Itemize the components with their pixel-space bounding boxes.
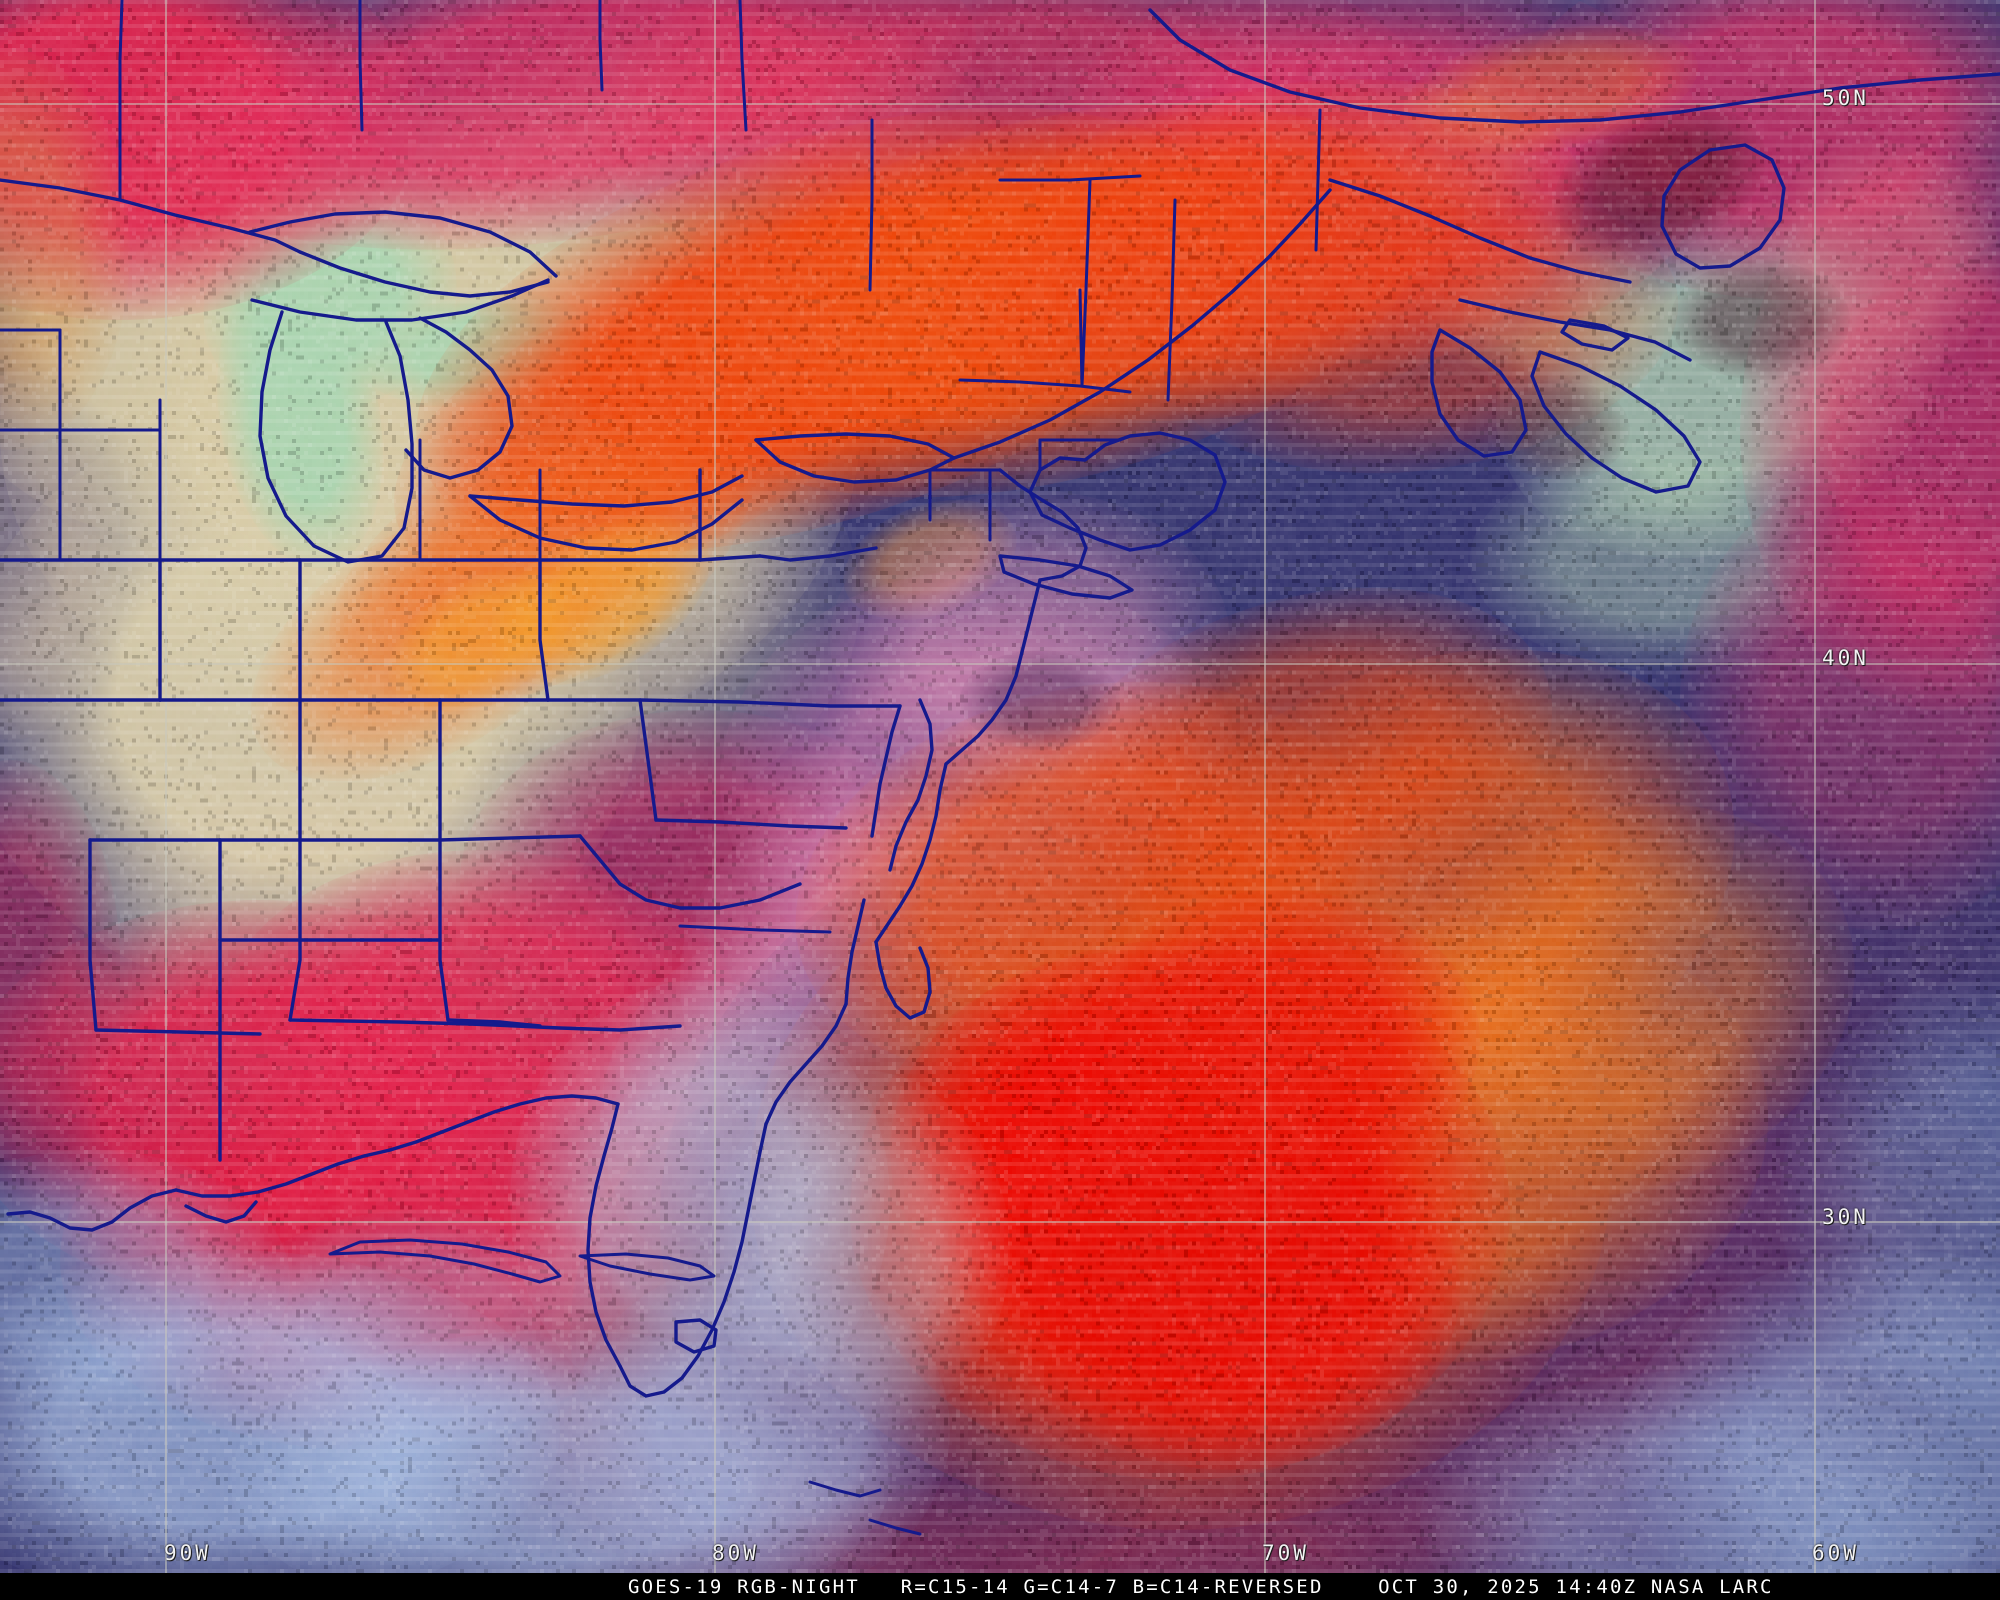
map-vector-line (764, 1002, 848, 1126)
graticule-label: 60W (1812, 1541, 1859, 1565)
map-vector-line (1328, 178, 1632, 284)
map-vector-line (250, 278, 550, 322)
map-vector-line (288, 838, 302, 1022)
map-vector-line (6, 1188, 178, 1232)
map-vector-line (754, 432, 956, 460)
map-vector-line (868, 1518, 922, 1536)
map-vector-line (944, 578, 1042, 766)
graticule-parallel (0, 1221, 2000, 1223)
map-vector-line (578, 1252, 716, 1282)
map-vector-line (638, 698, 658, 822)
map-vector-line (446, 1018, 542, 1028)
map-vector-line (578, 834, 802, 910)
graticule-parallel (0, 663, 2000, 665)
map-vector-line (998, 554, 1134, 600)
map-vector-line (1166, 198, 1177, 402)
map-vector-line (328, 1238, 562, 1284)
map-vector-line (1458, 298, 1692, 362)
map-vector-line (358, 0, 364, 132)
map-vector-line (94, 1028, 262, 1036)
map-vector-line (868, 118, 874, 292)
map-vector-line (1028, 431, 1227, 552)
graticule-parallel (0, 103, 2000, 105)
map-vector-line (1430, 328, 1528, 458)
map-vector-line (118, 0, 124, 202)
metadata-caption-bar: GOES-19 RGB-NIGHT R=C15-14 G=C14-7 B=C14… (0, 1573, 2000, 1600)
map-vector-line (1560, 318, 1630, 352)
map-vector-line (870, 704, 902, 838)
map-vector-line (546, 698, 902, 708)
graticule-meridian (714, 0, 716, 1573)
graticule-meridian (1264, 0, 1266, 1573)
map-vector-line (1080, 178, 1092, 388)
map-vector-line (0, 178, 302, 254)
map-vector-line (738, 0, 748, 132)
map-vector-line (1148, 8, 2000, 124)
graticule-label: 30N (1822, 1205, 1869, 1229)
map-vector-line (468, 494, 744, 552)
map-vector-line (888, 698, 934, 872)
map-vector-line (958, 378, 1132, 394)
map-vector-line (874, 940, 932, 1020)
graticule-label: 40N (1822, 646, 1869, 670)
graticule-label: 90W (164, 1541, 211, 1565)
map-vector-line (844, 898, 866, 1006)
map-vector-line (618, 1122, 768, 1398)
map-vector-line (298, 250, 550, 298)
map-vector-line (174, 1148, 392, 1198)
map-vector-line (184, 1200, 258, 1224)
map-vector-line (998, 468, 1088, 582)
graticule-label: 70W (1262, 1541, 1309, 1565)
map-vector-line (1314, 108, 1322, 252)
map-vector-line (88, 834, 582, 842)
graticule-label: 50N (1822, 86, 1869, 110)
map-vector-line (874, 762, 948, 944)
map-vector-line (586, 1102, 622, 1368)
map-vector-line (758, 546, 878, 562)
map-vector-line (538, 558, 550, 702)
map-vector-line (438, 838, 450, 1022)
map-vector-line (248, 210, 558, 278)
map-vector-line (258, 310, 414, 564)
map-vector-line (674, 1318, 718, 1354)
map-vector-line (88, 838, 98, 1032)
map-vector-line (1660, 143, 1786, 270)
map-vector-line (404, 316, 514, 480)
map-vector-line (998, 174, 1142, 182)
map-vector-line (678, 924, 832, 934)
map-vector-line (468, 474, 744, 508)
map-vector-line (288, 1018, 472, 1026)
graticule-meridian (1814, 0, 1816, 1573)
graticule-meridian (165, 0, 167, 1573)
map-vector-line (388, 1094, 620, 1152)
map-vector-line (1530, 350, 1702, 494)
graticule-label: 80W (712, 1541, 759, 1565)
caption-text: GOES-19 RGB-NIGHT R=C15-14 G=C14-7 B=C14… (628, 1575, 1774, 1598)
map-vector-line (654, 818, 848, 830)
map-vector-line (468, 1022, 682, 1032)
map-vector-line (598, 0, 604, 92)
map-vector-line (808, 1480, 882, 1498)
